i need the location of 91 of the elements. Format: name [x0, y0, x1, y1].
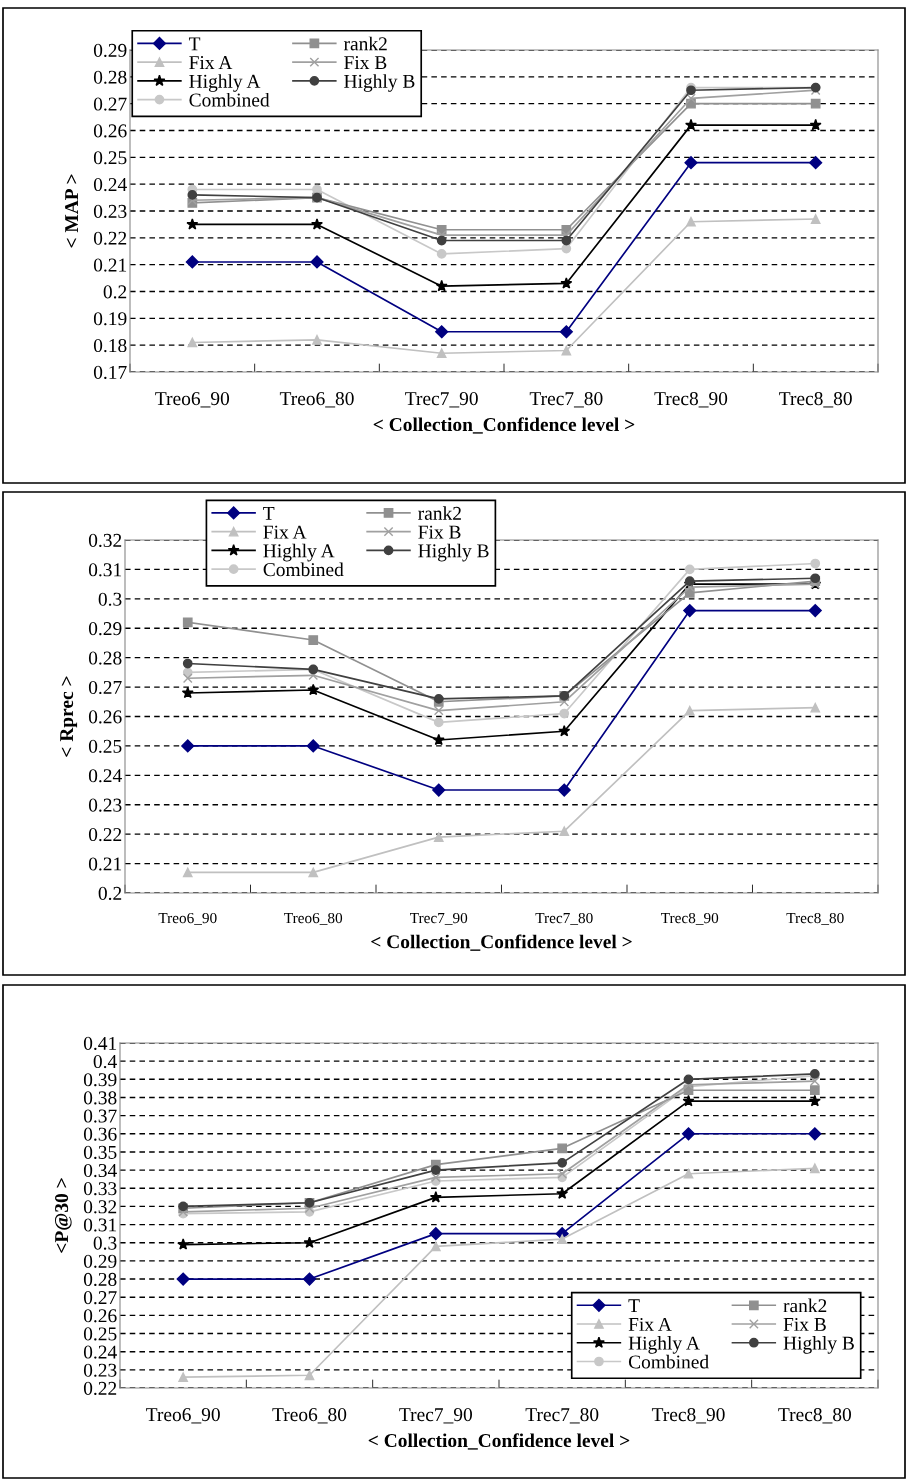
x-tick-label: Treo6_90 [155, 392, 230, 408]
legend-label: T [263, 507, 275, 520]
y-tick-label: 0.4 [93, 1054, 117, 1069]
y-tick-label: 0.41 [83, 1036, 117, 1051]
legend-label: Highly B [344, 74, 415, 92]
legend-label: rank2 [418, 506, 461, 520]
y-tick-label: 0.22 [93, 231, 127, 245]
legend-label: Fix A [189, 56, 233, 69]
y-axis-title: <P@30 > [54, 1178, 72, 1253]
legend-label: Highly B [783, 1336, 854, 1354]
y-axis-title: < Rprec > [60, 676, 78, 757]
legend-label: Fix B [783, 1317, 826, 1331]
y-tick-label: 0.34 [83, 1163, 117, 1178]
legend-label: Combined [189, 92, 270, 107]
legend-label: T [188, 37, 201, 51]
legend-label: Highly A [263, 543, 335, 562]
y-tick-label: 0.26 [83, 1309, 117, 1323]
x-tick-label: Treo6_80 [279, 392, 354, 408]
y-tick-label: 0.23 [83, 1363, 117, 1377]
y-tick-label: 0.32 [83, 1200, 117, 1214]
legend-label: Highly B [418, 543, 489, 562]
legend-label: Fix A [628, 1317, 672, 1331]
y-tick-label: 0.26 [88, 710, 122, 724]
y-tick-label: 0.39 [83, 1073, 117, 1087]
y-axis-title: < MAP > [65, 174, 78, 248]
y-tick-label: 0.25 [88, 739, 122, 753]
y-tick-label: 0.25 [83, 1327, 117, 1341]
x-tick-label: Treo6_80 [284, 912, 343, 926]
y-tick-label: 0.2 [98, 886, 122, 901]
x-tick-label: Treo6_80 [272, 1408, 347, 1424]
legend-label: Fix A [263, 525, 307, 539]
y-tick-label: 0.33 [83, 1182, 117, 1196]
y-tick-label: 0.21 [93, 258, 127, 272]
y-tick-label: 0.29 [93, 43, 127, 58]
y-tick-label: 0.24 [83, 1345, 117, 1359]
y-tick-label: 0.2 [103, 285, 127, 299]
y-tick-label: 0.22 [88, 827, 122, 842]
x-tick-label: Trec7_80 [529, 392, 603, 408]
y-tick-label: 0.27 [93, 97, 127, 111]
x-tick-label: Trec8_80 [786, 912, 844, 926]
y-tick-label: 0.27 [88, 680, 122, 695]
y-tick-label: 0.24 [88, 769, 122, 783]
x-tick-label: Trec7_90 [405, 392, 478, 408]
y-tick-label: 0.24 [93, 177, 127, 192]
y-tick-label: 0.32 [88, 533, 122, 548]
legend-label: Highly A [189, 74, 261, 92]
y-tick-label: 0.28 [93, 70, 127, 84]
y-tick-label: 0.3 [98, 592, 122, 606]
y-tick-label: 0.37 [83, 1109, 117, 1123]
x-axis-title: < Collection_Confidence level > [371, 934, 632, 951]
y-tick-label: 0.25 [93, 151, 127, 165]
x-tick-label: Trec8_90 [661, 912, 719, 926]
x-tick-label: Trec7_80 [535, 912, 593, 926]
legend-label: Highly A [628, 1336, 700, 1354]
x-tick-label: Trec8_90 [651, 1408, 725, 1424]
legend-label: rank2 [783, 1298, 827, 1313]
y-tick-label: 0.31 [83, 1218, 117, 1232]
x-tick-label: Trec8_80 [778, 1408, 851, 1424]
x-tick-label: Trec8_80 [779, 392, 852, 408]
legend-label: Combined [628, 1354, 709, 1369]
x-tick-label: Treo6_90 [146, 1408, 220, 1424]
y-tick-label: 0.26 [93, 124, 127, 138]
x-tick-label: Trec7_80 [525, 1408, 599, 1424]
y-tick-label: 0.36 [83, 1127, 117, 1141]
legend-label: Fix B [418, 525, 461, 539]
x-tick-label: Treo6_90 [158, 912, 217, 926]
y-tick-label: 0.17 [93, 365, 127, 380]
legend-label: rank2 [343, 36, 387, 51]
y-tick-label: 0.31 [88, 563, 122, 577]
y-tick-label: 0.28 [88, 651, 122, 665]
y-tick-label: 0.21 [88, 857, 122, 871]
y-tick-label: 0.38 [83, 1091, 117, 1105]
y-tick-label: 0.29 [83, 1254, 117, 1268]
x-axis-title: < Collection_Confidence level > [368, 1433, 630, 1450]
y-tick-label: 0.27 [83, 1291, 117, 1305]
legend-label: Combined [263, 562, 344, 577]
y-tick-label: 0.22 [83, 1381, 117, 1396]
y-tick-label: 0.23 [88, 798, 122, 812]
x-tick-label: Trec7_90 [410, 912, 468, 926]
y-tick-label: 0.28 [83, 1272, 117, 1287]
x-tick-label: Trec8_90 [654, 392, 728, 408]
x-tick-label: Trec7_90 [399, 1408, 472, 1424]
y-tick-label: 0.35 [83, 1145, 117, 1159]
x-axis-title: < Collection_Confidence level > [373, 417, 635, 434]
y-tick-label: 0.29 [88, 622, 122, 636]
legend-label: T [628, 1299, 640, 1313]
y-tick-label: 0.18 [93, 338, 127, 353]
y-tick-label: 0.3 [93, 1236, 117, 1250]
y-tick-label: 0.19 [93, 312, 127, 326]
y-tick-label: 0.23 [93, 204, 127, 219]
legend-label: Fix B [344, 56, 387, 69]
